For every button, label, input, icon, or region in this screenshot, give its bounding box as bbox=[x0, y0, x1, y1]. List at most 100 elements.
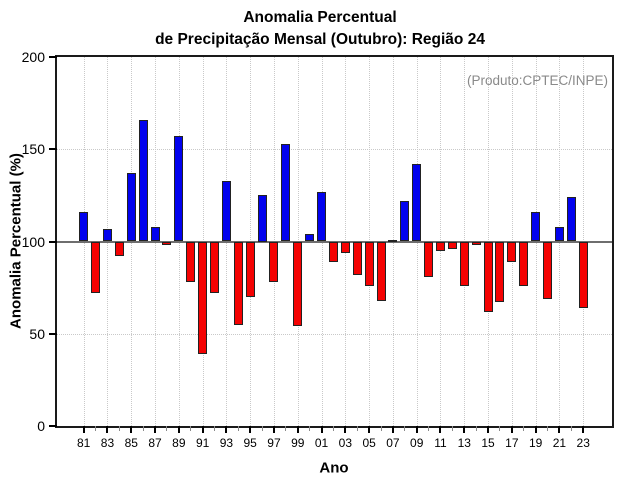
bar-87 bbox=[150, 226, 160, 242]
bar-14 bbox=[471, 241, 481, 246]
chart-title-line1: Anomalia Percentual bbox=[243, 9, 397, 26]
horizontal-gridline bbox=[57, 149, 612, 151]
bar-07 bbox=[388, 239, 398, 242]
y-tick-label: 200 bbox=[21, 49, 45, 65]
x-tick-label: 01 bbox=[314, 436, 329, 450]
x-tick bbox=[344, 426, 347, 433]
bar-19 bbox=[531, 211, 541, 242]
bar-12 bbox=[447, 241, 457, 249]
x-tick bbox=[356, 426, 358, 431]
bar-84 bbox=[114, 241, 124, 257]
bar-16 bbox=[495, 241, 505, 303]
x-tick bbox=[582, 426, 585, 433]
bar-18 bbox=[519, 241, 529, 286]
bar-85 bbox=[126, 173, 136, 242]
bar-11 bbox=[435, 241, 445, 251]
x-tick bbox=[391, 426, 394, 433]
x-tick-label: 85 bbox=[124, 436, 138, 450]
bar-02 bbox=[328, 241, 338, 262]
bar-03 bbox=[340, 241, 350, 253]
bar-00 bbox=[305, 234, 315, 242]
x-tick-label: 03 bbox=[338, 436, 353, 450]
bar-91 bbox=[198, 241, 208, 355]
x-tick bbox=[106, 426, 109, 433]
bar-92 bbox=[210, 241, 220, 294]
x-tick bbox=[130, 426, 133, 433]
x-tick bbox=[451, 426, 453, 431]
x-tick bbox=[309, 426, 311, 431]
x-tick-label: 93 bbox=[219, 436, 234, 450]
bar-96 bbox=[257, 195, 267, 242]
x-tick bbox=[154, 426, 157, 433]
horizontal-gridline bbox=[57, 333, 612, 335]
x-tick bbox=[95, 426, 97, 431]
x-tick bbox=[439, 426, 442, 433]
x-tick bbox=[523, 426, 525, 431]
x-tick-label: 23 bbox=[576, 436, 590, 450]
bar-97 bbox=[269, 241, 279, 283]
x-tick bbox=[570, 426, 572, 431]
x-tick bbox=[475, 426, 477, 431]
bar-13 bbox=[459, 241, 469, 286]
bar-81 bbox=[79, 211, 89, 242]
bar-20 bbox=[543, 241, 553, 299]
x-tick-label: 91 bbox=[195, 436, 210, 450]
x-tick-label: 81 bbox=[77, 436, 91, 450]
x-tick bbox=[428, 426, 430, 431]
bar-17 bbox=[507, 241, 517, 262]
x-tick-label: 19 bbox=[528, 436, 543, 450]
y-tick-label: 150 bbox=[21, 141, 45, 158]
y-tick-label: 100 bbox=[21, 233, 45, 250]
x-tick bbox=[166, 426, 168, 431]
bar-09 bbox=[412, 164, 422, 242]
y-tick bbox=[49, 332, 57, 335]
bar-95 bbox=[245, 241, 255, 297]
x-tick bbox=[142, 426, 144, 431]
bar-86 bbox=[138, 119, 148, 242]
x-tick-label: 95 bbox=[243, 436, 257, 450]
x-tick-label: 99 bbox=[291, 436, 305, 450]
x-tick-label: 11 bbox=[434, 436, 447, 450]
bar-93 bbox=[221, 180, 231, 242]
x-tick bbox=[368, 426, 371, 433]
bar-04 bbox=[352, 241, 362, 275]
bar-98 bbox=[281, 143, 291, 242]
x-tick-label: 09 bbox=[410, 436, 424, 450]
x-tick bbox=[272, 426, 275, 433]
x-tick-label: 13 bbox=[457, 436, 471, 450]
bar-06 bbox=[376, 241, 386, 301]
x-tick-label: 15 bbox=[481, 436, 495, 450]
y-tick bbox=[49, 425, 57, 427]
x-axis-label: Ano bbox=[319, 459, 349, 477]
y-tick bbox=[49, 56, 57, 58]
bar-10 bbox=[424, 241, 434, 277]
x-tick-label: 97 bbox=[267, 436, 281, 450]
x-tick bbox=[214, 426, 216, 431]
bar-82 bbox=[91, 241, 101, 294]
x-tick bbox=[201, 426, 204, 433]
x-tick-label: 07 bbox=[386, 436, 400, 450]
x-tick bbox=[510, 426, 513, 433]
x-tick-label: 87 bbox=[148, 436, 162, 450]
x-tick bbox=[404, 426, 406, 431]
bar-99 bbox=[293, 241, 303, 327]
x-tick bbox=[332, 426, 334, 431]
x-tick bbox=[380, 426, 382, 431]
bar-05 bbox=[364, 241, 374, 286]
x-tick bbox=[177, 426, 180, 433]
bar-15 bbox=[483, 241, 493, 312]
y-tick-label: 0 bbox=[37, 418, 45, 434]
bar-89 bbox=[174, 136, 184, 242]
x-tick bbox=[547, 426, 549, 431]
x-tick bbox=[534, 426, 537, 433]
x-tick-label: 21 bbox=[552, 436, 567, 450]
bar-01 bbox=[317, 191, 327, 242]
chart-title: Anomalia Percentual de Precipitação Mens… bbox=[0, 7, 640, 51]
bar-21 bbox=[554, 226, 564, 242]
bar-22 bbox=[566, 197, 576, 242]
x-tick bbox=[82, 426, 85, 433]
x-tick bbox=[415, 426, 418, 433]
annotation-produto: (Produto:CPTEC/INPE) bbox=[466, 73, 608, 88]
x-tick bbox=[558, 426, 561, 433]
bar-90 bbox=[186, 241, 196, 283]
